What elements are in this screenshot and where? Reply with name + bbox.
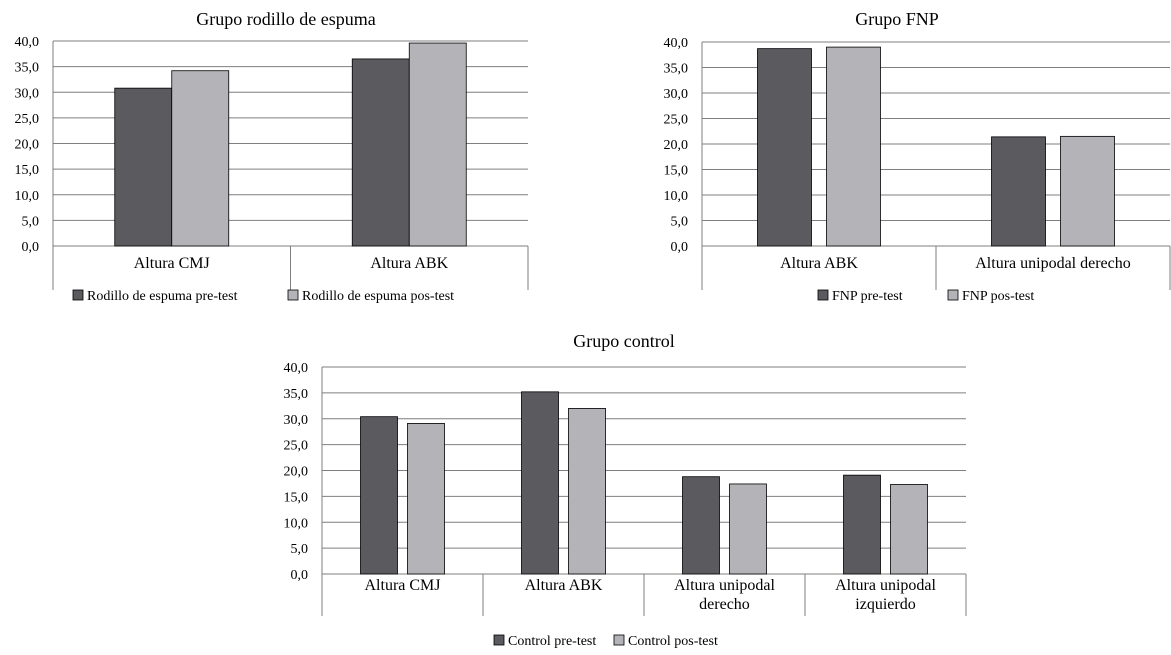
- category-label: Altura unipodal derecho: [975, 255, 1131, 272]
- bar-post: [408, 423, 445, 574]
- bar-post: [409, 43, 466, 246]
- bar-pre: [683, 477, 720, 574]
- legend-label: Rodillo de espuma pos-test: [302, 289, 454, 304]
- y-tick-label: 0,0: [291, 568, 309, 583]
- legend-swatch: [818, 290, 828, 300]
- category-label: Altura CMJ: [134, 255, 210, 272]
- legend-label: FNP pos-test: [962, 289, 1034, 304]
- y-tick-label: 40,0: [284, 361, 309, 376]
- y-tick-label: 35,0: [664, 62, 689, 77]
- legend-label: Rodillo de espuma pre-test: [87, 289, 238, 304]
- bar-pre: [361, 417, 398, 574]
- y-tick-label: 15,0: [15, 163, 40, 178]
- y-tick-label: 20,0: [15, 138, 40, 153]
- y-tick-label: 15,0: [284, 490, 309, 505]
- bar-post: [730, 484, 767, 574]
- y-tick-label: 40,0: [15, 35, 40, 50]
- legend-swatch: [614, 635, 624, 645]
- category-label: Altura ABK: [780, 255, 858, 272]
- bar-post: [569, 408, 606, 574]
- chart-title: Grupo rodillo de espuma: [196, 9, 375, 29]
- y-tick-label: 30,0: [284, 413, 309, 428]
- legend-swatch: [288, 290, 298, 300]
- chart-title: Grupo FNP: [855, 9, 939, 29]
- category-label: derecho: [699, 596, 750, 613]
- y-tick-label: 5,0: [22, 214, 40, 229]
- bar-post: [1061, 136, 1115, 246]
- bar-pre: [115, 88, 172, 246]
- category-label: izquierdo: [855, 596, 915, 613]
- bar-post: [172, 71, 229, 246]
- y-tick-label: 25,0: [15, 112, 40, 127]
- category-label: Altura ABK: [370, 255, 448, 272]
- category-label: Altura unipodal: [674, 577, 775, 594]
- y-tick-label: 5,0: [291, 542, 309, 557]
- legend-label: FNP pre-test: [832, 289, 903, 304]
- category-label: Altura CMJ: [365, 577, 441, 594]
- y-tick-label: 30,0: [664, 87, 689, 102]
- y-tick-label: 35,0: [284, 387, 309, 402]
- y-tick-label: 25,0: [284, 439, 309, 454]
- legend-swatch: [494, 635, 504, 645]
- bar-pre: [352, 59, 409, 246]
- chart-3: Grupo control 0,0 5,0 10,0 15,0 20,0 25,0 30,0 3…: [284, 331, 967, 649]
- category-label: Altura unipodal: [835, 577, 936, 594]
- bar-post: [827, 47, 881, 246]
- bar-pre: [844, 475, 881, 574]
- bar-pre: [522, 392, 559, 574]
- bar-post: [891, 484, 928, 574]
- chart-title: Grupo control: [573, 331, 674, 351]
- y-tick-label: 10,0: [284, 516, 309, 531]
- category-label: Altura ABK: [525, 577, 603, 594]
- y-tick-label: 0,0: [671, 240, 689, 255]
- y-tick-label: 20,0: [664, 138, 689, 153]
- y-tick-label: 10,0: [15, 189, 40, 204]
- chart-1: Grupo rodillo de espuma 0,0 5,0 10,0 15,0 20,…: [15, 9, 529, 304]
- legend-swatch: [73, 290, 83, 300]
- bar-pre: [992, 137, 1046, 246]
- y-tick-label: 15,0: [664, 164, 689, 179]
- legend-swatch: [948, 290, 958, 300]
- y-tick-label: 30,0: [15, 86, 40, 101]
- legend-label: Control pre-test: [508, 634, 596, 649]
- y-tick-label: 40,0: [664, 36, 689, 51]
- y-tick-label: 25,0: [664, 113, 689, 128]
- bar-pre: [758, 49, 812, 246]
- y-tick-label: 5,0: [671, 215, 689, 230]
- y-tick-label: 20,0: [284, 465, 309, 480]
- y-tick-label: 0,0: [22, 240, 40, 255]
- legend-label: Control pos-test: [628, 634, 718, 649]
- y-tick-label: 10,0: [664, 189, 689, 204]
- chart-2: Grupo FNP 0,0 5,0 10,0 15,0 20,0 25,0 30,0 35,0 4…: [664, 9, 1171, 304]
- y-tick-label: 35,0: [15, 61, 40, 76]
